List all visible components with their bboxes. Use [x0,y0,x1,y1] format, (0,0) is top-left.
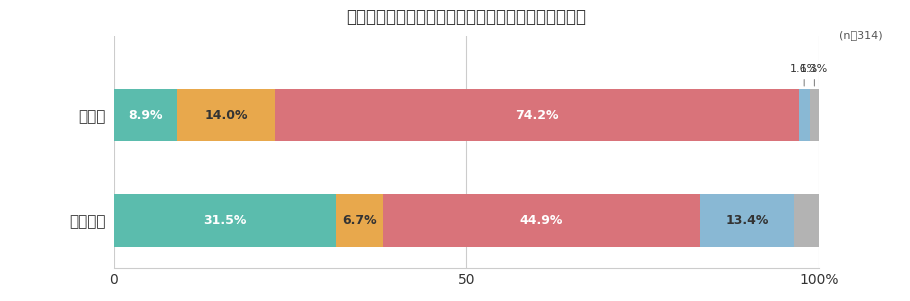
Bar [700,194,794,247]
Bar [810,89,819,141]
Text: 74.2%: 74.2% [515,109,559,122]
Bar [383,194,700,247]
Text: 13.4%: 13.4% [725,214,769,227]
Text: 6.7%: 6.7% [342,214,377,227]
Text: 31.5%: 31.5% [203,214,247,227]
Text: 1.6%: 1.6% [790,64,818,86]
Text: (n＝314): (n＝314) [839,30,883,40]
Bar [336,194,383,247]
Bar [799,89,810,141]
Bar [177,89,275,141]
Text: 14.0%: 14.0% [204,109,248,122]
Bar [275,89,799,141]
Bar [114,194,336,247]
Bar [794,194,819,247]
Text: 44.9%: 44.9% [520,214,563,227]
Title: 「同一労働同一賃金」導入後の手当てに関する見込み: 「同一労働同一賃金」導入後の手当てに関する見込み [347,8,586,26]
Text: 8.9%: 8.9% [128,109,162,122]
Text: 1.3%: 1.3% [800,64,828,86]
Bar [114,89,177,141]
